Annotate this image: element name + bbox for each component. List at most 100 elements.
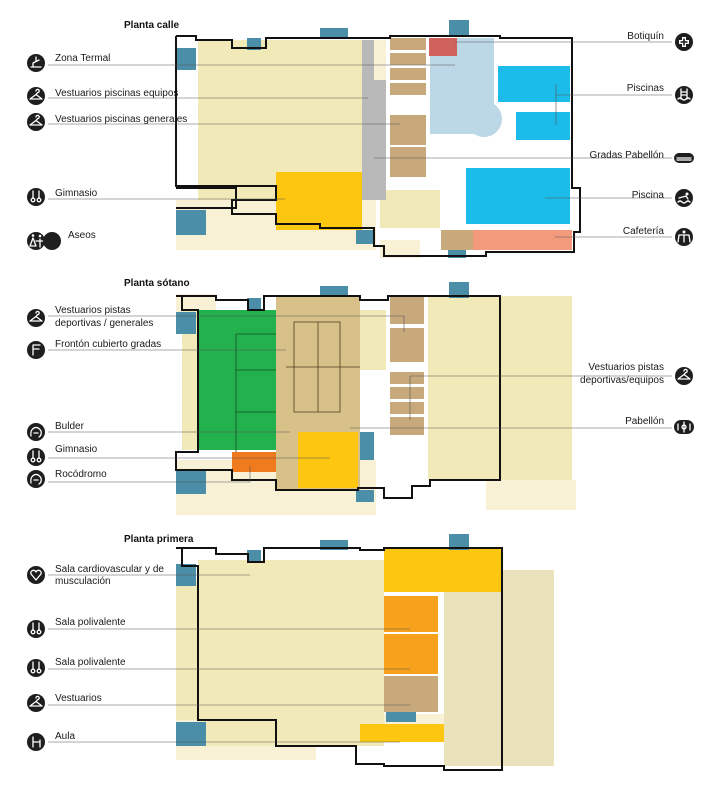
stair-core (176, 722, 206, 746)
climbing-wall (232, 452, 276, 472)
first-aid-room (429, 38, 457, 56)
label-vestuarios-pistas: Vestuarios pistas (55, 305, 131, 316)
climbing-icon (26, 469, 46, 489)
label-rocodromo: Rocódromo (55, 469, 107, 480)
label-sala-cardio: Sala cardiovascular y de (55, 564, 164, 575)
court-icon (673, 419, 695, 435)
locker-room (390, 402, 424, 414)
multipurpose-room (384, 596, 438, 632)
pool-small (498, 66, 570, 102)
multipurpose-room (384, 548, 502, 592)
stair-core (176, 210, 206, 235)
rings-icon (26, 447, 46, 467)
label-gradas: Gradas Pabellón (590, 150, 665, 161)
floor-calle: Planta calle (124, 20, 581, 258)
outdoor-area (380, 240, 420, 258)
stair-core (449, 282, 469, 298)
legend-primera: Sala cardiovascular y de musculación Sal… (26, 564, 164, 752)
locker-room (390, 83, 426, 95)
hall-annex (444, 570, 554, 766)
thermal-pool (430, 38, 503, 138)
multipurpose-room (384, 634, 438, 674)
stair-core (176, 312, 196, 334)
restroom-icon (26, 231, 46, 251)
stair-core (448, 250, 466, 258)
stair-core (320, 540, 348, 550)
label-aseos: Aseos (68, 230, 96, 241)
rings-icon (26, 187, 46, 207)
rings-icon (26, 619, 46, 639)
stair-core (320, 286, 348, 296)
stair-core (449, 534, 469, 550)
label-pabellon: Pabellón (625, 416, 664, 427)
label-vestuarios-equipos-sotano-2: deportivas/equipos (580, 375, 664, 386)
stair-core (247, 298, 261, 310)
locker-room (390, 387, 424, 399)
pool-small (516, 112, 570, 140)
outdoor-area (176, 294, 216, 312)
locker-room (390, 372, 424, 384)
building-outline (175, 295, 501, 499)
restroom-icon (43, 232, 61, 250)
label-fronton: Frontón cubierto gradas (55, 339, 161, 350)
hanger-icon (26, 112, 46, 132)
swimmer-icon (674, 188, 694, 208)
label-bulder: Bulder (55, 421, 85, 432)
gym-room (276, 172, 362, 230)
locker-room (384, 676, 438, 712)
hanger-icon (26, 86, 46, 106)
court-lines (286, 321, 360, 413)
stair-core (386, 712, 416, 722)
floor-title-primera: Planta primera (124, 534, 194, 545)
locker-room (390, 38, 426, 50)
label-vestuarios-generales: Vestuarios piscinas generales (55, 114, 187, 125)
label-vestuarios-equipos: Vestuarios piscinas equipos (55, 88, 178, 99)
hanger-icon (674, 366, 694, 386)
stair-core (449, 20, 469, 36)
label-botiquin: Botiquín (627, 31, 664, 42)
fronton-court (198, 310, 276, 450)
corridor (380, 190, 440, 228)
floor-primera: Planta primera (124, 534, 554, 771)
corridor (182, 310, 198, 450)
floor-sotano: Planta sótano (124, 278, 576, 515)
stair-core (320, 28, 348, 38)
leader-lines (48, 41, 672, 743)
climbing-icon (26, 422, 46, 442)
hanger-icon (26, 693, 46, 713)
outdoor-area (486, 480, 576, 510)
fitness-hall (176, 580, 198, 720)
locker-room (390, 115, 426, 145)
classroom (360, 724, 444, 742)
stair-core (360, 432, 374, 460)
label-sala-polivalente-2: Sala polivalente (55, 657, 126, 668)
pool-main (466, 168, 570, 224)
building-outline (176, 187, 237, 209)
lounger-icon (26, 53, 46, 73)
stair-core (356, 490, 374, 502)
rings-icon (26, 658, 46, 678)
label-vestuarios-pistas-2: deportivas / generales (55, 318, 153, 329)
label-aula: Aula (55, 731, 75, 742)
stair-core (176, 48, 196, 70)
floor-title-sotano: Planta sótano (124, 278, 190, 289)
label-vestuarios-primera: Vestuarios (55, 693, 102, 704)
stair-core (247, 550, 261, 562)
cafe-icon (674, 227, 694, 247)
locker-room (390, 328, 424, 362)
label-zona-termal: Zona Termal (55, 53, 110, 64)
locker-room (390, 53, 426, 65)
building-outline (175, 35, 581, 257)
label-piscinas: Piscinas (627, 83, 664, 94)
label-vestuarios-equipos-sotano: Vestuarios pistas (588, 362, 664, 373)
changing-rooms-strip (374, 40, 386, 80)
corridor (360, 310, 386, 370)
locker-room (390, 417, 424, 435)
bleachers-icon (673, 152, 695, 164)
legend-sotano: Vestuarios pistas deportivas / generales… (26, 305, 695, 489)
label-sala-polivalente-1: Sala polivalente (55, 617, 126, 628)
locker-room (390, 296, 424, 324)
cafe-room (441, 230, 473, 250)
label-piscina: Piscina (632, 190, 665, 201)
